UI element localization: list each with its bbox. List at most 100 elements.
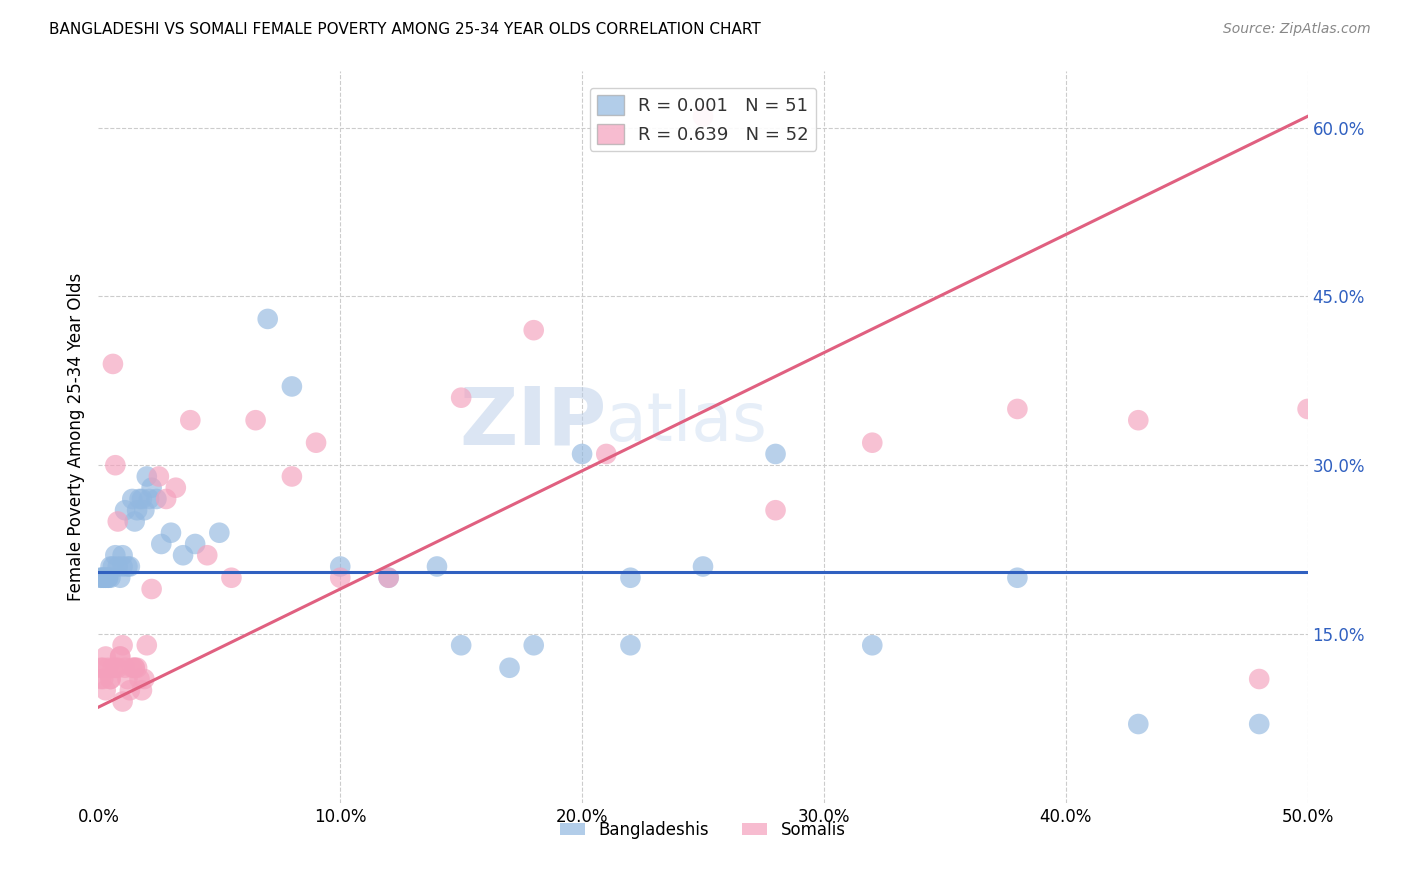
Point: [121, 661, 143, 675]
Point: [692, 559, 714, 574]
Point: [619, 571, 641, 585]
Point: [101, 661, 124, 675]
Text: Source: ZipAtlas.com: Source: ZipAtlas.com: [1223, 22, 1371, 37]
Point: [118, 559, 141, 574]
Point: [184, 537, 207, 551]
Point: [155, 491, 177, 506]
Point: [94, 571, 117, 585]
Point: [860, 435, 883, 450]
Point: [117, 559, 139, 574]
Point: [91, 672, 114, 686]
Point: [281, 379, 304, 393]
Point: [108, 649, 131, 664]
Point: [131, 491, 153, 506]
Text: ZIP: ZIP: [458, 384, 606, 461]
Point: [124, 661, 146, 675]
Point: [127, 661, 149, 675]
Point: [107, 515, 129, 529]
Point: [571, 447, 593, 461]
Point: [111, 694, 134, 708]
Point: [165, 481, 187, 495]
Point: [114, 661, 136, 675]
Point: [124, 515, 146, 529]
Point: [377, 571, 399, 585]
Point: [150, 537, 173, 551]
Point: [1007, 401, 1029, 416]
Point: [145, 491, 167, 506]
Point: [1128, 717, 1150, 731]
Point: [91, 661, 114, 675]
Point: [329, 559, 352, 574]
Point: [141, 481, 163, 495]
Point: [179, 413, 201, 427]
Point: [221, 571, 243, 585]
Point: [127, 503, 149, 517]
Point: [128, 672, 150, 686]
Point: [377, 571, 399, 585]
Point: [208, 525, 231, 540]
Point: [160, 525, 183, 540]
Y-axis label: Female Poverty Among 25-34 Year Olds: Female Poverty Among 25-34 Year Olds: [66, 273, 84, 601]
Point: [94, 683, 117, 698]
Point: [124, 661, 146, 675]
Point: [148, 469, 170, 483]
Point: [498, 661, 520, 675]
Point: [108, 571, 131, 585]
Point: [134, 672, 156, 686]
Point: [138, 491, 160, 506]
Point: [104, 458, 127, 473]
Point: [619, 638, 641, 652]
Point: [90, 571, 112, 585]
Point: [108, 649, 131, 664]
Point: [450, 638, 472, 652]
Point: [245, 413, 267, 427]
Point: [111, 548, 134, 562]
Point: [195, 548, 218, 562]
Point: [256, 312, 278, 326]
Point: [860, 638, 883, 652]
Point: [1128, 413, 1150, 427]
Point: [100, 672, 122, 686]
Point: [107, 661, 129, 675]
Point: [1249, 672, 1271, 686]
Point: [104, 548, 127, 562]
Point: [107, 559, 129, 574]
Point: [111, 559, 134, 574]
Point: [329, 571, 352, 585]
Point: [104, 661, 127, 675]
Point: [97, 571, 120, 585]
Point: [172, 548, 194, 562]
Point: [523, 638, 546, 652]
Point: [305, 435, 328, 450]
Point: [141, 582, 163, 596]
Text: BANGLADESHI VS SOMALI FEMALE POVERTY AMONG 25-34 YEAR OLDS CORRELATION CHART: BANGLADESHI VS SOMALI FEMALE POVERTY AMO…: [49, 22, 761, 37]
Point: [117, 672, 139, 686]
Point: [101, 357, 124, 371]
Point: [100, 672, 122, 686]
Point: [595, 447, 617, 461]
Point: [1249, 717, 1271, 731]
Point: [118, 683, 141, 698]
Point: [94, 649, 117, 664]
Point: [121, 491, 143, 506]
Point: [90, 571, 112, 585]
Point: [111, 638, 134, 652]
Point: [135, 469, 157, 483]
Point: [426, 559, 449, 574]
Legend: Bangladeshis, Somalis: Bangladeshis, Somalis: [554, 814, 852, 846]
Point: [134, 503, 156, 517]
Point: [131, 683, 153, 698]
Point: [135, 638, 157, 652]
Point: [450, 391, 472, 405]
Point: [90, 672, 112, 686]
Text: atlas: atlas: [606, 390, 768, 456]
Point: [91, 571, 114, 585]
Point: [765, 447, 787, 461]
Point: [114, 503, 136, 517]
Point: [100, 571, 122, 585]
Point: [281, 469, 304, 483]
Point: [97, 661, 120, 675]
Point: [91, 571, 114, 585]
Point: [90, 661, 112, 675]
Point: [1007, 571, 1029, 585]
